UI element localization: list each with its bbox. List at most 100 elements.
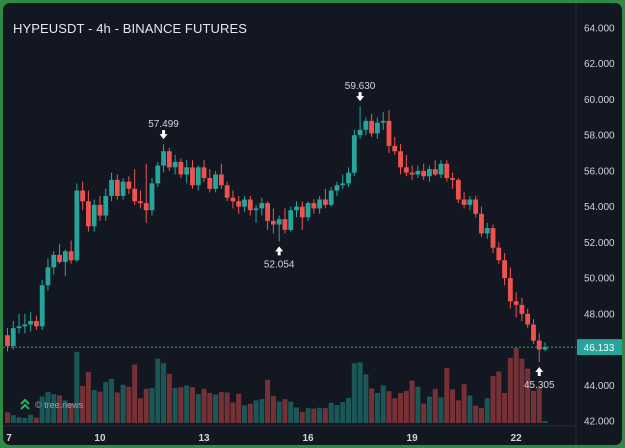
candle-body <box>340 183 346 186</box>
volume-bar <box>282 399 288 423</box>
candle-body <box>473 199 479 214</box>
candle-body <box>334 185 340 191</box>
high-price-annotation: 57.499 <box>148 119 179 130</box>
candle-body <box>351 135 357 173</box>
volume-bar <box>294 407 299 423</box>
candle-body <box>126 181 132 189</box>
candle-body <box>207 178 213 189</box>
high-arrow-icon <box>356 92 365 102</box>
price-tick-label: 50.000 <box>584 274 615 285</box>
candle-body <box>484 228 490 234</box>
price-tick-label: 56.000 <box>584 166 615 177</box>
candle-body <box>51 254 57 268</box>
volume-bar <box>62 400 68 423</box>
time-tick-label: 16 <box>302 433 314 444</box>
tree-news-logo-icon <box>20 398 30 410</box>
volume-bar <box>473 405 479 423</box>
volume-bar <box>403 390 409 423</box>
volume-bar <box>97 391 103 423</box>
candle-body <box>28 320 34 325</box>
candle-body <box>542 347 548 350</box>
volume-bar <box>178 387 184 423</box>
volume-bar <box>432 388 438 423</box>
candle-body <box>496 247 502 261</box>
volume-bar <box>374 392 380 423</box>
price-tick-label: 58.000 <box>584 131 615 142</box>
volume-bar <box>415 386 421 423</box>
price-tick-label: 44.000 <box>584 381 615 392</box>
time-tick-label: 7 <box>6 433 12 444</box>
candle-body <box>155 165 161 184</box>
volume-bar <box>5 412 10 423</box>
candle-body <box>432 169 438 175</box>
volume-bar <box>259 399 265 423</box>
price-tick-label: 64.000 <box>584 24 615 35</box>
candle-body <box>149 183 155 211</box>
price-tick-label: 42.000 <box>584 417 615 428</box>
volume-bar <box>369 388 375 423</box>
volume-bar <box>346 397 352 423</box>
volume-bar <box>496 371 502 423</box>
volume-bar <box>45 392 51 423</box>
candle-body <box>513 301 519 305</box>
candle-body <box>450 178 455 180</box>
candlestick-chart[interactable]: 46.133 42.000 44.000 48.000 50.000 52.000 54.0… <box>3 3 622 445</box>
volume-bar <box>218 392 224 423</box>
last-price-label: 46.133 <box>584 343 615 354</box>
volume-bar <box>22 418 28 423</box>
candle-body <box>386 120 392 146</box>
volume-bar <box>351 363 357 423</box>
candle-body <box>80 190 86 202</box>
volume-bar <box>530 390 536 423</box>
volume-bar <box>507 357 513 423</box>
volume-bar <box>409 380 415 423</box>
candle-body <box>409 172 415 175</box>
volume-bar <box>10 415 16 423</box>
candle-body <box>114 179 120 196</box>
low-arrow-icon <box>535 366 544 376</box>
candle-body <box>507 278 513 302</box>
candle-body <box>178 161 184 175</box>
volume-bar <box>247 403 253 423</box>
candle-body <box>247 199 253 211</box>
candle-body <box>22 324 28 327</box>
candle-body <box>86 201 91 227</box>
candle-body <box>172 161 178 168</box>
volume-bar <box>357 362 363 423</box>
candle-body <box>138 201 143 204</box>
volume-bar <box>392 398 398 423</box>
candle-body <box>39 285 45 327</box>
volume-bar <box>184 385 190 423</box>
volume-bar <box>109 378 115 423</box>
volume-bar <box>85 371 91 423</box>
volume-bar <box>328 402 334 423</box>
candle-body <box>161 151 166 166</box>
candle-body <box>311 203 317 209</box>
volume-bar <box>68 403 74 423</box>
candle-body <box>403 167 409 173</box>
candle-body <box>467 199 473 205</box>
candle-body <box>317 199 323 209</box>
volume-bar <box>172 387 178 423</box>
volume-bar <box>398 392 404 423</box>
time-tick-label: 13 <box>198 433 210 444</box>
candle-body <box>305 203 311 218</box>
volume-bar <box>502 392 508 423</box>
volume-bar <box>137 398 143 423</box>
volume-bar <box>91 390 97 423</box>
volume-bar <box>490 376 496 423</box>
candle-body <box>444 163 450 179</box>
candle-body <box>536 340 542 350</box>
volume-bar <box>241 405 247 423</box>
price-tick-label: 54.000 <box>584 202 615 213</box>
volume-bar <box>438 397 444 423</box>
candle-body <box>74 190 80 261</box>
candle-body <box>461 199 467 205</box>
volume-bar <box>455 400 461 423</box>
candle-body <box>455 179 461 200</box>
candle-body <box>502 260 507 279</box>
volume-bar <box>189 387 195 423</box>
volume-bar <box>525 368 531 423</box>
volume-bar <box>74 351 80 423</box>
volume-bar <box>450 389 456 423</box>
